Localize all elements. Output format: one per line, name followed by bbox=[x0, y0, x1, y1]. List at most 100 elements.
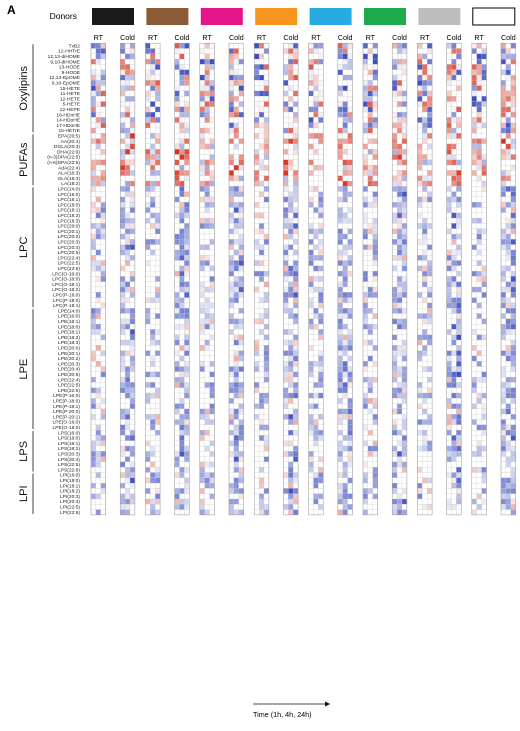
row-label: 12-HETE bbox=[60, 96, 81, 102]
heatmap-cell bbox=[258, 154, 265, 160]
heatmap-cell bbox=[145, 228, 151, 235]
heatmap-cell bbox=[199, 53, 205, 60]
heatmap-cell bbox=[481, 138, 487, 145]
heatmap-cell bbox=[313, 233, 319, 240]
heatmap-cell bbox=[362, 53, 369, 60]
heatmap-cell bbox=[263, 217, 270, 224]
heatmap-cell bbox=[510, 435, 516, 441]
heatmap-cell bbox=[179, 154, 185, 160]
heatmap-cell bbox=[422, 281, 428, 288]
heatmap-cell bbox=[362, 212, 369, 219]
heatmap-cell bbox=[318, 509, 324, 516]
heatmap-cell bbox=[347, 323, 353, 330]
donor-3-rt-block bbox=[199, 42, 215, 516]
heatmap-cell bbox=[95, 74, 101, 81]
heatmap-cell bbox=[500, 286, 507, 293]
heatmap-cell bbox=[446, 260, 452, 266]
heatmap-cell bbox=[293, 233, 299, 240]
heatmap-cell bbox=[283, 292, 289, 298]
heatmap-cell bbox=[155, 170, 161, 176]
heatmap-cell bbox=[401, 133, 408, 139]
heatmap-cell bbox=[422, 207, 428, 213]
heatmap-cell bbox=[238, 191, 244, 198]
heatmap-cell bbox=[362, 467, 369, 473]
heatmap-cell bbox=[258, 233, 265, 240]
heatmap-cell bbox=[124, 345, 131, 351]
heatmap-cell bbox=[342, 74, 348, 81]
heatmap-cell bbox=[500, 504, 507, 510]
heatmap-cell bbox=[318, 424, 324, 431]
heatmap-cell bbox=[95, 376, 101, 383]
heatmap-cell bbox=[500, 191, 507, 198]
heatmap-cell bbox=[263, 212, 270, 219]
heatmap-cell bbox=[233, 467, 239, 473]
heatmap-cell bbox=[293, 164, 299, 171]
heatmap-cell bbox=[258, 339, 265, 346]
heatmap-cell bbox=[263, 133, 270, 139]
heatmap-cell bbox=[367, 472, 373, 478]
heatmap-cell bbox=[283, 509, 289, 516]
heatmap-cell bbox=[367, 164, 373, 171]
heatmap-cell bbox=[258, 202, 265, 208]
heatmap-cell bbox=[422, 467, 428, 473]
heatmap-cell bbox=[95, 339, 101, 346]
heatmap-cell bbox=[204, 302, 210, 309]
heatmap-cell bbox=[417, 244, 423, 251]
heatmap-cell bbox=[367, 451, 373, 457]
heatmap-cell bbox=[204, 143, 210, 150]
heatmap-cell bbox=[456, 138, 462, 145]
heatmap-cell bbox=[95, 175, 101, 182]
heatmap-cell bbox=[481, 111, 487, 118]
heatmap-cell bbox=[254, 477, 260, 484]
heatmap-cell bbox=[481, 329, 487, 335]
heatmap-cell bbox=[427, 281, 433, 288]
heatmap-cell bbox=[347, 488, 353, 494]
heatmap-cell bbox=[293, 392, 299, 399]
heatmap-cell bbox=[288, 117, 294, 123]
heatmap-cell bbox=[396, 159, 403, 166]
row-label: 15-HETrE bbox=[58, 128, 80, 134]
heatmap-cell bbox=[90, 297, 97, 304]
heatmap-cell bbox=[372, 233, 378, 240]
heatmap-cell bbox=[293, 276, 299, 282]
heatmap-cell bbox=[238, 117, 244, 123]
heatmap-cell bbox=[481, 175, 487, 182]
heatmap-cell bbox=[367, 392, 373, 399]
heatmap-cell bbox=[446, 329, 452, 335]
heatmap-cell bbox=[184, 96, 190, 102]
heatmap-cell bbox=[505, 244, 511, 251]
heatmap-cell bbox=[422, 202, 428, 208]
heatmap-cell bbox=[422, 424, 428, 431]
heatmap-cell bbox=[481, 244, 487, 251]
heatmap-cell bbox=[150, 249, 156, 256]
heatmap-cell bbox=[427, 429, 433, 436]
heatmap-cell bbox=[401, 419, 408, 425]
heatmap-cell bbox=[481, 414, 487, 420]
row-label: DHA(22:6) bbox=[57, 149, 80, 155]
heatmap-cell bbox=[179, 376, 185, 383]
heatmap-cell bbox=[313, 96, 319, 102]
heatmap-cell bbox=[481, 85, 487, 92]
heatmap-cell bbox=[293, 382, 299, 388]
heatmap-cell bbox=[283, 80, 289, 86]
heatmap-cell bbox=[283, 244, 289, 251]
heatmap-cell bbox=[308, 239, 314, 245]
heatmap-cell bbox=[392, 58, 398, 65]
heatmap-cell bbox=[427, 170, 433, 176]
heatmap-cell bbox=[392, 302, 398, 309]
heatmap-cell bbox=[451, 382, 457, 388]
heatmap-cell bbox=[318, 48, 324, 54]
heatmap-cell bbox=[155, 80, 161, 86]
heatmap-cell bbox=[95, 117, 101, 123]
heatmap-cell bbox=[174, 286, 180, 293]
heatmap-cell bbox=[392, 133, 398, 139]
heatmap-cell bbox=[209, 292, 215, 298]
heatmap-cell bbox=[342, 509, 348, 516]
heatmap-cell bbox=[337, 493, 343, 500]
heatmap-cell bbox=[209, 504, 215, 510]
heatmap-cell bbox=[179, 270, 185, 277]
heatmap-cell bbox=[500, 276, 507, 282]
heatmap-cell bbox=[145, 80, 151, 86]
heatmap-cell bbox=[446, 472, 452, 478]
